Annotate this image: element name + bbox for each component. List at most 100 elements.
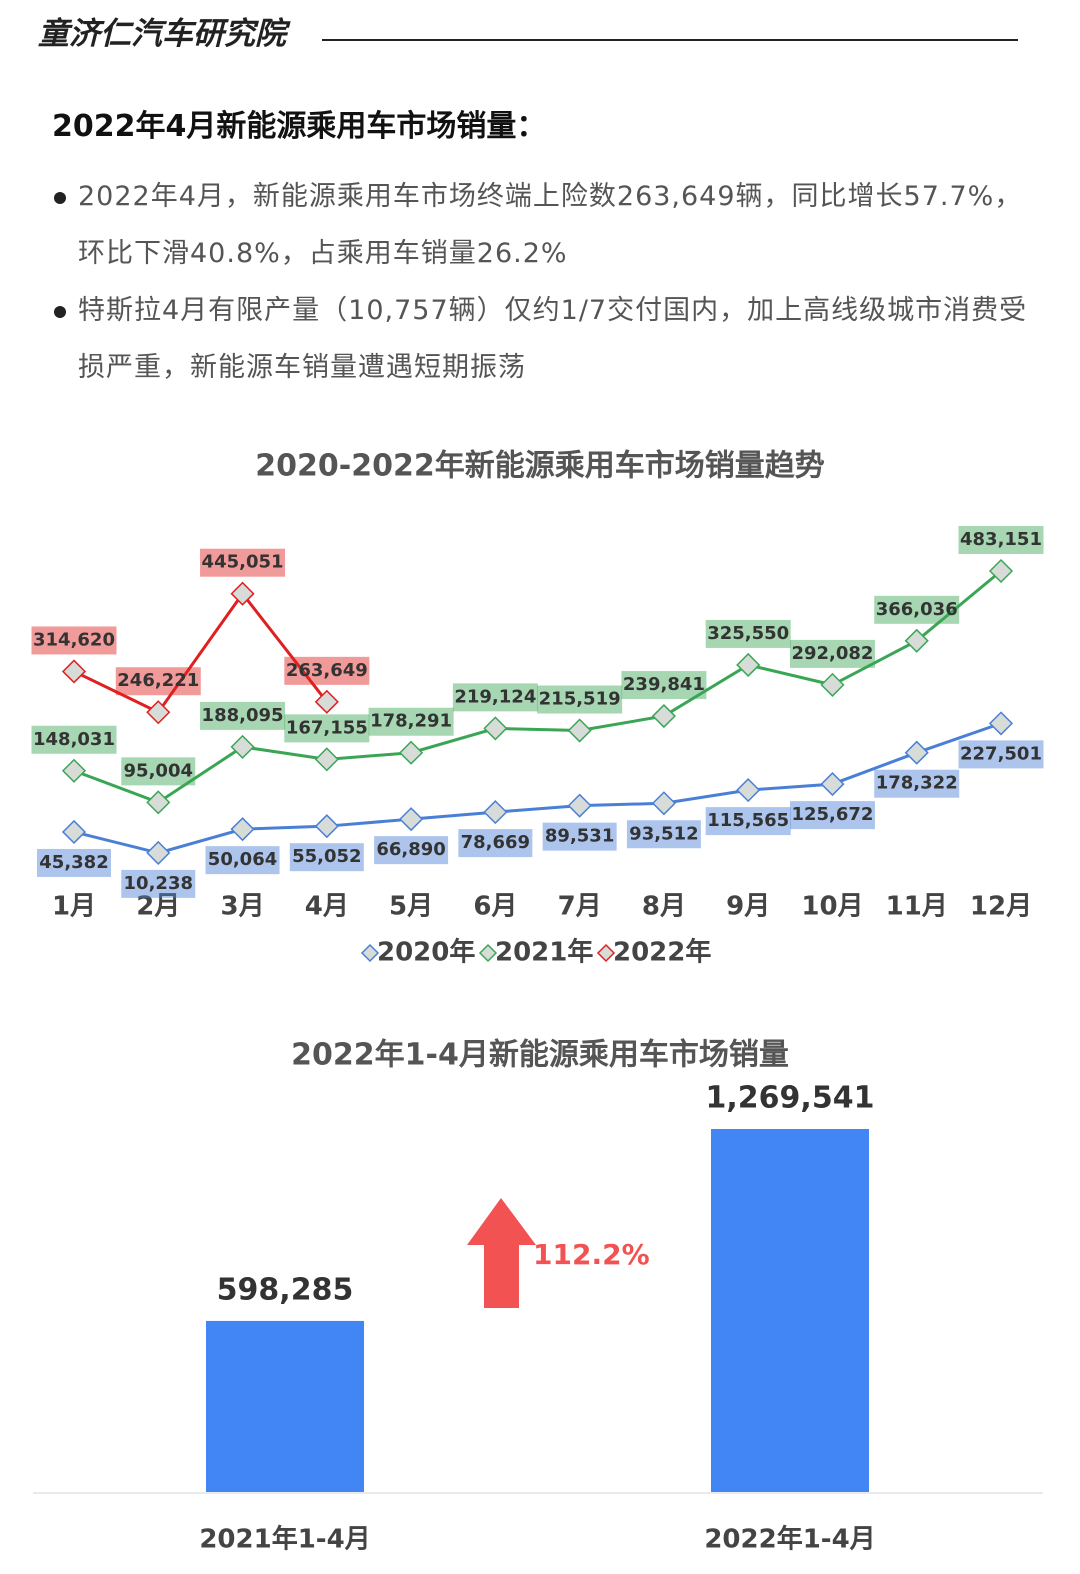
data-label-bg: [537, 685, 623, 714]
point-marker: [399, 807, 424, 832]
legend-marker: [596, 943, 616, 963]
series-line: [73, 721, 1002, 855]
bullet: 2022年4月，新能源乘用车市场终端上险数263,649辆，同比增长57.7%，…: [52, 168, 1032, 282]
point-marker: [61, 819, 87, 845]
point-marker: [146, 790, 171, 815]
data-label-bg: [458, 829, 533, 858]
data-label-bg: [874, 595, 960, 624]
data-label-bg: [31, 626, 117, 655]
data-label: 89,531: [545, 826, 614, 847]
x-tick-label: 2021年1-4月: [199, 1524, 370, 1555]
data-label-bg: [789, 801, 875, 830]
data-label: 78,669: [461, 832, 530, 853]
data-label-bg: [284, 714, 370, 743]
x-tick-label: 12月: [970, 892, 1032, 922]
data-label: 50,064: [208, 849, 277, 870]
legend-label: 2020年: [377, 937, 475, 968]
data-label-bg: [200, 548, 286, 577]
point-marker: [314, 689, 339, 714]
legend-label: 2021年: [495, 937, 593, 968]
data-label: 1,269,541: [706, 1081, 875, 1116]
heading: 2022年4月新能源乘用车市场销量：: [52, 109, 547, 144]
point-marker: [61, 758, 87, 783]
data-label: 167,155: [286, 717, 368, 738]
data-label-bg: [626, 820, 701, 849]
data-label-bg: [705, 619, 791, 648]
point-marker: [483, 800, 508, 825]
x-tick-label: 1月: [52, 892, 96, 922]
x-tick-label: 3月: [220, 892, 264, 922]
data-label: 445,051: [202, 552, 284, 573]
data-label-bg: [200, 701, 286, 730]
point-marker: [314, 747, 339, 772]
point-marker: [736, 652, 761, 678]
brand: 童济仁汽车研究院: [38, 16, 286, 52]
data-label-bg: [542, 822, 617, 851]
bullet-list: 2022年4月，新能源乘用车市场终端上险数263,649辆，同比增长57.7%，…: [52, 168, 1032, 396]
data-label: 366,036: [876, 599, 958, 620]
point-marker: [904, 740, 929, 765]
x-tick-label: 5月: [389, 892, 433, 922]
chart-title: 2022年1-4月新能源乘用车市场销量: [291, 1038, 789, 1073]
data-label-bg: [368, 707, 454, 736]
data-label: 125,672: [791, 804, 873, 825]
point-marker: [230, 817, 255, 842]
data-label: 178,291: [370, 711, 452, 732]
legend-marker: [360, 943, 380, 963]
point-marker: [230, 581, 255, 606]
data-label: 239,841: [623, 674, 705, 695]
data-label: 55,052: [292, 846, 361, 867]
data-label: 483,151: [960, 529, 1042, 550]
point-marker: [567, 718, 592, 743]
point-marker: [904, 628, 929, 653]
legend-label: 2022年: [613, 937, 711, 968]
point-marker: [146, 700, 171, 725]
data-label-bg: [121, 757, 196, 786]
data-label: 215,519: [539, 689, 621, 710]
point-marker: [230, 734, 255, 759]
legend-marker: [478, 943, 498, 963]
data-label: 93,512: [629, 823, 698, 844]
data-label: 66,890: [376, 839, 445, 860]
bar: [711, 1129, 869, 1492]
data-label: 598,285: [217, 1272, 354, 1307]
data-label-bg: [705, 807, 791, 836]
data-label: 178,322: [876, 773, 958, 794]
x-tick-label: 11月: [886, 892, 948, 922]
data-label: 246,221: [117, 670, 199, 691]
data-label: 227,501: [960, 743, 1042, 764]
point-marker: [314, 814, 339, 839]
data-label-bg: [789, 639, 875, 668]
point-marker: [651, 703, 676, 729]
data-label-bg: [284, 656, 370, 685]
growth-arrow: [467, 1198, 536, 1308]
data-label: 263,649: [286, 660, 368, 681]
point-marker: [736, 778, 761, 803]
chart-title: 2020-2022年新能源乘用车市场销量趋势: [255, 449, 824, 484]
x-tick-label: 2022年1-4月: [704, 1524, 875, 1555]
x-tick-label: 6月: [473, 892, 517, 922]
data-label: 292,082: [791, 643, 873, 664]
series-line: [73, 591, 329, 715]
point-marker: [820, 672, 845, 697]
point-marker: [988, 558, 1014, 584]
point-marker: [61, 659, 87, 684]
data-label: 148,031: [33, 729, 115, 750]
data-label-bg: [121, 869, 196, 898]
annotation: 112.2%: [533, 1238, 650, 1271]
data-label-bg: [621, 671, 707, 700]
data-label-bg: [374, 836, 449, 865]
x-tick-label: 10月: [801, 892, 863, 922]
data-label: 95,004: [124, 760, 193, 781]
data-label: 115,565: [707, 810, 789, 831]
data-label-bg: [37, 848, 111, 877]
data-label: 10,238: [124, 873, 193, 894]
data-label-bg: [452, 683, 538, 712]
data-label-bg: [31, 725, 117, 754]
x-tick-label: 8月: [642, 892, 686, 922]
point-marker: [567, 793, 592, 818]
bullet: 特斯拉4月有限产量（10,757辆）仅约1/7交付国内，加上高线级城市消费受损严…: [52, 282, 1032, 396]
series-line: [73, 569, 1002, 805]
